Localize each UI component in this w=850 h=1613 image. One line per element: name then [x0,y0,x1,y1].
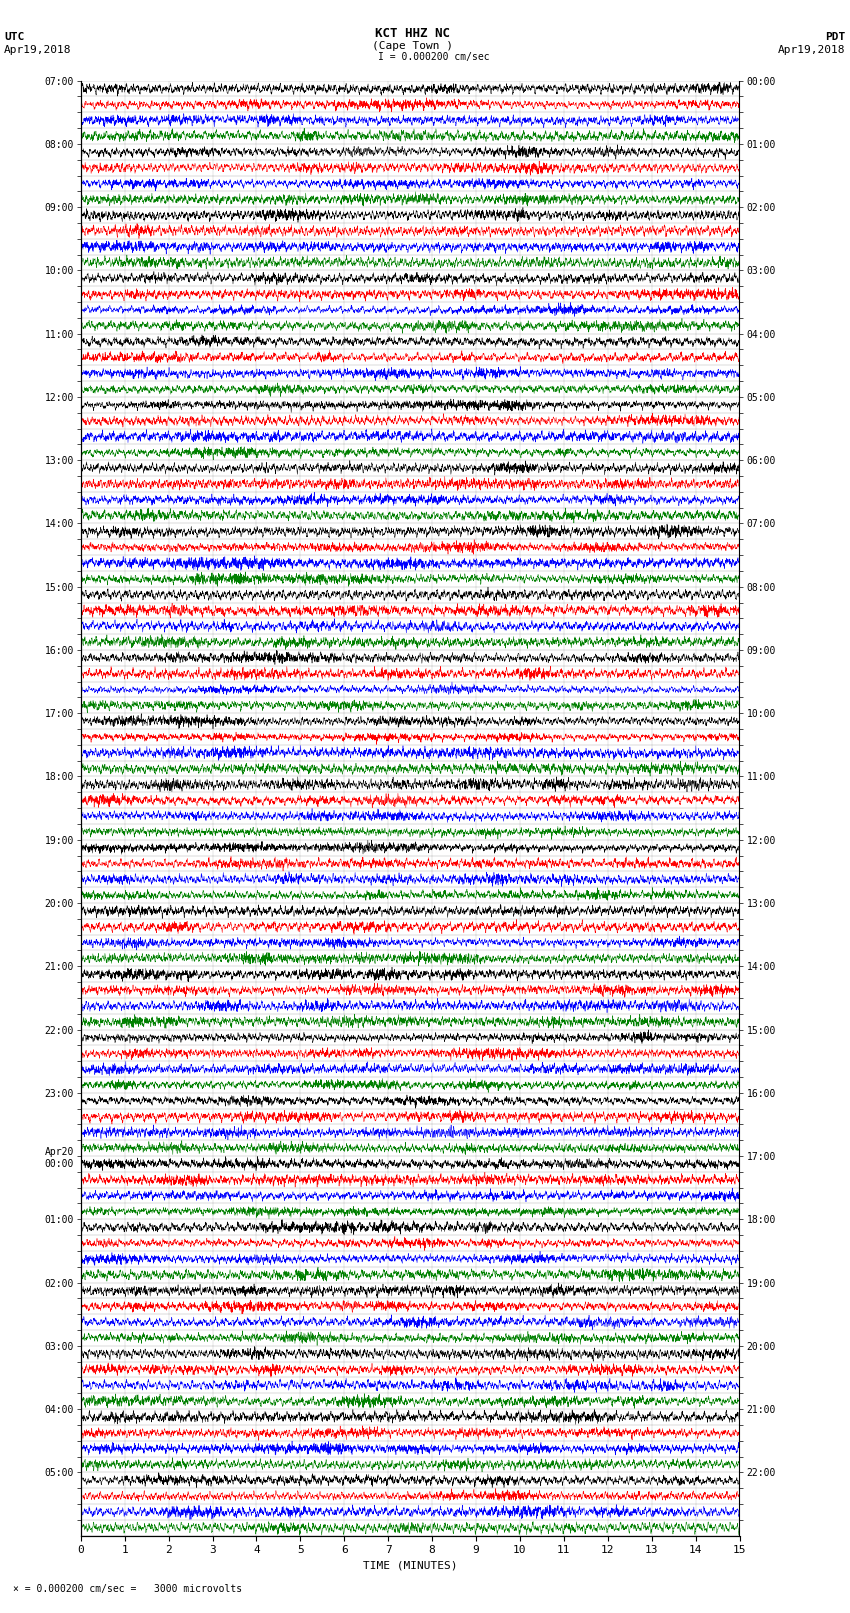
Text: KCT HHZ NC: KCT HHZ NC [375,26,450,39]
Text: UTC: UTC [4,32,25,42]
Text: Apr19,2018: Apr19,2018 [779,45,846,55]
Text: Apr19,2018: Apr19,2018 [4,45,71,55]
Text: (Cape Town ): (Cape Town ) [371,40,453,50]
X-axis label: TIME (MINUTES): TIME (MINUTES) [363,1561,457,1571]
Text: × = 0.000200 cm/sec =   3000 microvolts: × = 0.000200 cm/sec = 3000 microvolts [13,1584,242,1594]
Text: PDT: PDT [825,32,846,42]
Text: I = 0.000200 cm/sec: I = 0.000200 cm/sec [378,52,490,63]
